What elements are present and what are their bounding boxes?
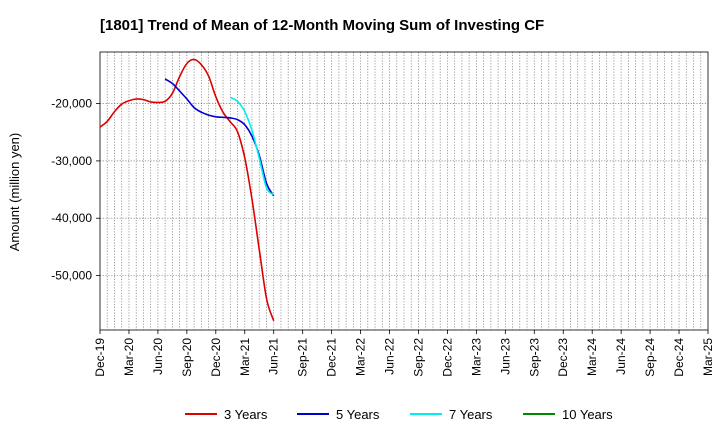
series-line-5-years xyxy=(164,78,275,197)
x-tick-label: Sep-24 xyxy=(643,338,657,377)
legend-label-5-years: 5 Years xyxy=(336,407,380,422)
x-tick-label: Mar-21 xyxy=(238,338,252,376)
x-tick-label: Mar-20 xyxy=(122,338,136,376)
x-tick-label: Jun-22 xyxy=(383,338,397,375)
plot-frame xyxy=(99,51,709,331)
legend-label-7-years: 7 Years xyxy=(449,407,493,422)
x-tick-label: Dec-19 xyxy=(93,338,107,377)
legend-label-10-years: 10 Years xyxy=(562,407,613,422)
x-tick-label: Mar-22 xyxy=(354,338,368,376)
x-tick-label: Mar-24 xyxy=(585,338,599,376)
x-tick-label: Jun-23 xyxy=(498,338,512,375)
x-tick-label: Jun-21 xyxy=(267,338,281,375)
y-ticks: -20,000 -30,000 -40,000 -50,000 xyxy=(51,97,100,283)
x-tick-label: Sep-21 xyxy=(296,338,310,377)
series-line-3-years xyxy=(99,58,275,322)
x-tick-label: Sep-23 xyxy=(527,338,541,377)
series-line-7-years xyxy=(229,96,275,196)
y-tick-label: -40,000 xyxy=(51,211,92,225)
x-tick-label: Jun-24 xyxy=(614,338,628,375)
y-axis-label: Amount (million yen) xyxy=(7,133,22,252)
x-tick-label: Dec-21 xyxy=(325,338,339,377)
x-tick-label: Sep-22 xyxy=(411,338,425,377)
x-tick-label: Jun-20 xyxy=(151,338,165,375)
x-tick-label: Dec-20 xyxy=(209,338,223,377)
grid xyxy=(100,52,708,330)
x-tick-label: Sep-20 xyxy=(180,338,194,377)
x-tick-label: Mar-25 xyxy=(701,338,715,376)
y-tick-label: -20,000 xyxy=(51,97,92,111)
x-ticks: Dec-19 Mar-20 Jun-20 Sep-20 Dec-20 Mar-21 Jun-… xyxy=(93,330,715,377)
chart-title: [1801] Trend of Mean of 12-Month Moving … xyxy=(100,17,544,34)
legend: 3 Years 5 Years 7 Years 10 Years xyxy=(185,407,613,422)
y-tick-label: -30,000 xyxy=(51,154,92,168)
x-tick-label: Dec-23 xyxy=(556,338,570,377)
series-group xyxy=(99,58,275,322)
x-tick-label: Dec-24 xyxy=(672,338,686,377)
legend-label-3-years: 3 Years xyxy=(224,407,268,422)
x-tick-label: Dec-22 xyxy=(440,338,454,377)
y-tick-label: -50,000 xyxy=(51,269,92,283)
x-tick-label: Mar-23 xyxy=(469,338,483,376)
